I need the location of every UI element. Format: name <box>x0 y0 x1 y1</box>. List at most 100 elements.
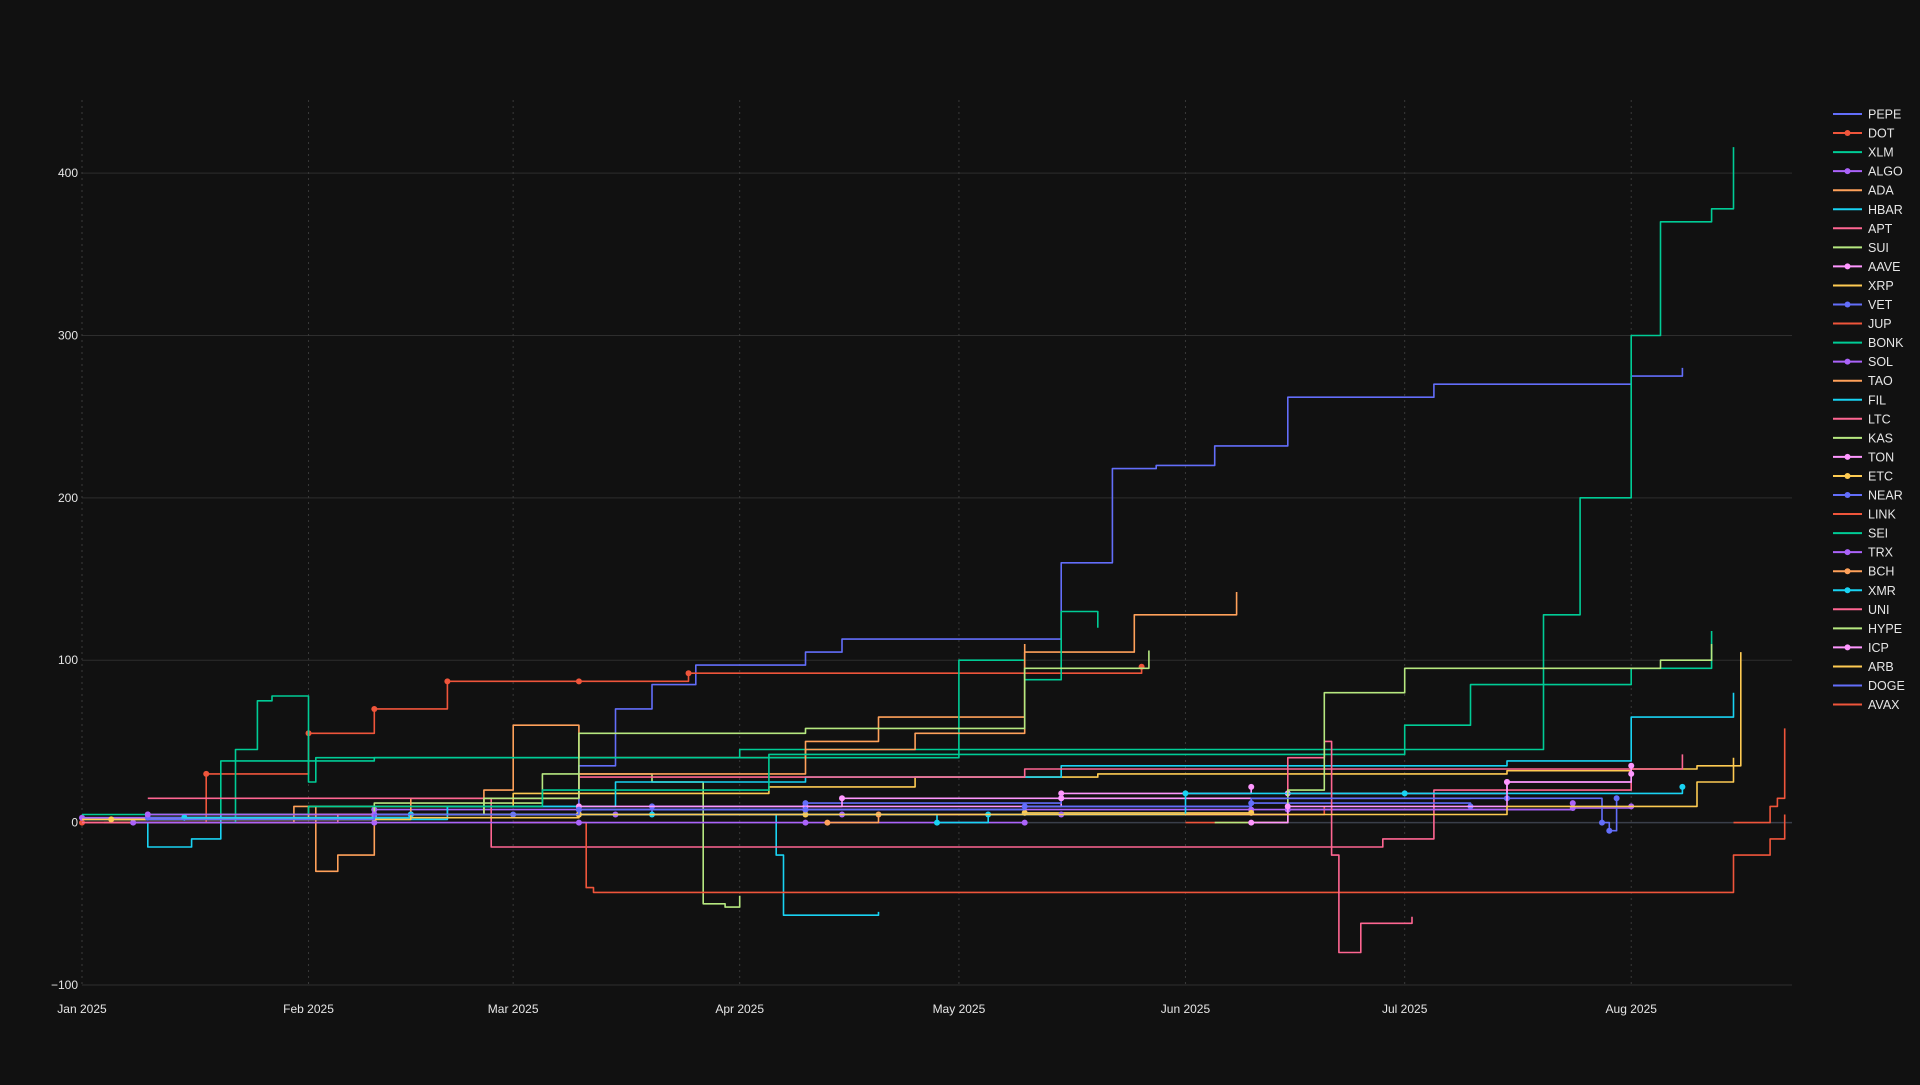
data-point <box>1401 790 1408 797</box>
x-tick-label: Mar 2025 <box>488 1002 539 1016</box>
legend-label: XLM <box>1868 146 1894 160</box>
legend-item-kas[interactable]: KAS <box>1833 431 1893 445</box>
legend-marker <box>1844 301 1851 308</box>
data-point <box>203 770 210 777</box>
legend-item-avax[interactable]: AVAX <box>1833 698 1900 712</box>
x-tick-label: Apr 2025 <box>715 1002 764 1016</box>
legend-item-etc[interactable]: ETC <box>1833 469 1893 483</box>
legend-item-fil[interactable]: FIL <box>1833 393 1886 407</box>
legend-item-trx[interactable]: TRX <box>1833 546 1894 560</box>
legend-item-aave[interactable]: AAVE <box>1833 260 1900 274</box>
x-tick-label: Jun 2025 <box>1161 1002 1211 1016</box>
legend-label: KAS <box>1868 431 1893 445</box>
legend-label: TON <box>1868 450 1894 464</box>
legend-item-jup[interactable]: JUP <box>1833 317 1892 331</box>
legend-item-arb[interactable]: ARB <box>1833 660 1894 674</box>
data-point <box>1679 783 1686 790</box>
data-point <box>108 816 115 823</box>
legend-item-link[interactable]: LINK <box>1833 508 1896 522</box>
series-uni[interactable] <box>1185 740 1413 954</box>
legend-item-ton[interactable]: TON <box>1833 450 1894 464</box>
series-line <box>1733 728 1786 824</box>
legend-item-vet[interactable]: VET <box>1833 298 1893 312</box>
legend-item-tao[interactable]: TAO <box>1833 374 1893 388</box>
series-line <box>82 652 1742 821</box>
legend[interactable]: PEPE DOT XLM ALGO ADA HBAR APT SUI AAVE XRP VET JUP… <box>1833 108 1905 713</box>
legend-label: AAVE <box>1868 260 1900 274</box>
legend-label: SEI <box>1868 527 1888 541</box>
data-point <box>1248 783 1255 790</box>
legend-item-xmr[interactable]: XMR <box>1833 584 1896 598</box>
legend-label: SUI <box>1868 241 1889 255</box>
data-point <box>144 811 151 818</box>
legend-item-pepe[interactable]: PEPE <box>1833 108 1901 122</box>
legend-item-sol[interactable]: SOL <box>1833 355 1893 369</box>
series-line <box>82 147 1735 821</box>
legend-label: HBAR <box>1868 203 1903 217</box>
legend-item-dot[interactable]: DOT <box>1833 127 1895 141</box>
legend-item-doge[interactable]: DOGE <box>1833 679 1905 693</box>
y-tick-label: 0 <box>71 816 78 830</box>
legend-label: SOL <box>1868 355 1893 369</box>
series-line <box>184 644 1026 816</box>
axis-tick-labels: −100 0 100 200 300 400 Jan 2025 Feb 2025 Mar 202… <box>51 166 1657 1016</box>
legend-marker <box>1844 358 1851 365</box>
series-sei[interactable] <box>82 631 1713 816</box>
series-xlm[interactable] <box>82 147 1735 821</box>
series-line <box>82 631 1713 816</box>
data-point <box>444 678 451 685</box>
data-point <box>839 795 845 802</box>
legend-label: DOT <box>1868 127 1895 141</box>
legend-label: FIL <box>1868 393 1886 407</box>
data-point <box>1613 795 1620 802</box>
legend-item-hbar[interactable]: HBAR <box>1833 203 1903 217</box>
legend-item-sui[interactable]: SUI <box>1833 241 1889 255</box>
data-point <box>1628 762 1635 769</box>
series-doge[interactable] <box>147 797 1471 821</box>
legend-item-hype[interactable]: HYPE <box>1833 622 1902 636</box>
data-point <box>1058 790 1065 797</box>
series-jup[interactable] <box>513 814 1786 894</box>
legend-marker <box>1844 472 1851 479</box>
legend-item-apt[interactable]: APT <box>1833 222 1893 236</box>
series-line <box>220 610 1099 824</box>
legend-marker <box>1844 587 1851 594</box>
series-line <box>1214 644 1713 824</box>
legend-marker <box>1844 568 1851 575</box>
legend-label: BONK <box>1868 336 1904 350</box>
data-point <box>802 800 809 807</box>
series-hype[interactable] <box>1214 644 1713 824</box>
data-point <box>1599 819 1605 826</box>
data-point <box>575 678 582 685</box>
data-point <box>1284 803 1291 810</box>
series-xrp[interactable] <box>82 652 1742 821</box>
legend-item-xrp[interactable]: XRP <box>1833 279 1894 293</box>
legend-label: TAO <box>1868 374 1893 388</box>
x-tick-label: Jul 2025 <box>1382 1002 1428 1016</box>
legend-item-algo[interactable]: ALGO <box>1833 165 1903 179</box>
series-line <box>1185 740 1413 954</box>
legend-marker <box>1844 168 1851 175</box>
legend-label: XMR <box>1868 584 1896 598</box>
legend-item-ada[interactable]: ADA <box>1833 184 1894 198</box>
legend-item-ltc[interactable]: LTC <box>1833 412 1891 426</box>
legend-label: PEPE <box>1868 108 1901 122</box>
legend-item-uni[interactable]: UNI <box>1833 603 1890 617</box>
data-point <box>1628 770 1635 777</box>
series-tao[interactable] <box>184 644 1026 816</box>
legend-item-sei[interactable]: SEI <box>1833 527 1888 541</box>
series-bonk[interactable] <box>220 610 1099 824</box>
series-avax[interactable] <box>1733 728 1786 824</box>
legend-item-near[interactable]: NEAR <box>1833 489 1903 503</box>
legend-marker <box>1844 130 1851 137</box>
series-line <box>147 797 1471 821</box>
y-tick-label: 100 <box>58 653 78 667</box>
legend-item-bonk[interactable]: BONK <box>1833 336 1904 350</box>
data-point <box>934 819 940 826</box>
legend-label: TRX <box>1868 546 1894 560</box>
legend-item-icp[interactable]: ICP <box>1833 641 1889 655</box>
legend-item-bch[interactable]: BCH <box>1833 565 1894 579</box>
data-point <box>371 705 378 712</box>
y-tick-label: −100 <box>51 978 78 992</box>
legend-item-xlm[interactable]: XLM <box>1833 146 1894 160</box>
